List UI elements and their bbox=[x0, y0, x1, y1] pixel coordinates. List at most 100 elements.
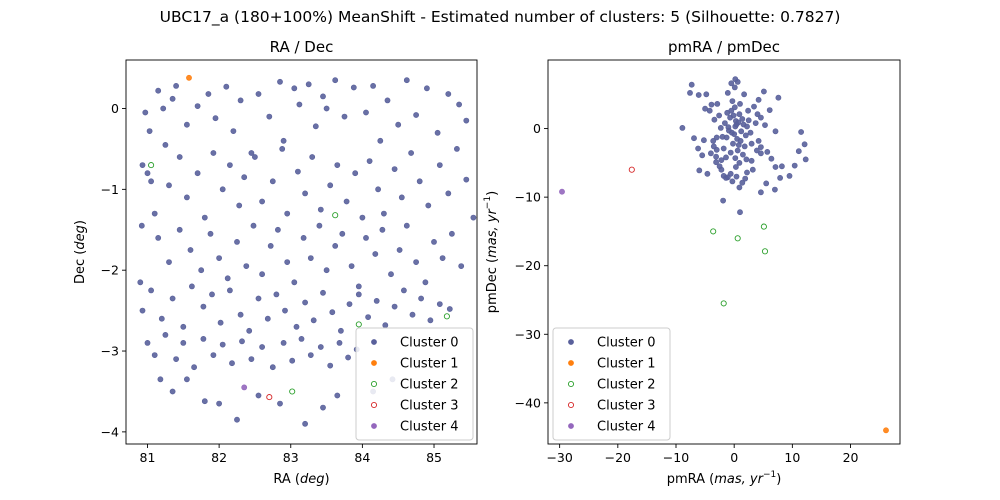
data-point bbox=[748, 140, 755, 147]
data-point bbox=[758, 114, 764, 121]
data-point bbox=[277, 400, 283, 407]
data-point bbox=[188, 283, 195, 290]
data-point bbox=[248, 356, 255, 362]
data-point bbox=[731, 104, 738, 111]
data-point bbox=[723, 154, 729, 161]
data-point bbox=[713, 134, 720, 141]
legend-label: Cluster 4 bbox=[400, 420, 459, 435]
legend-label: Cluster 3 bbox=[597, 399, 656, 414]
data-point bbox=[400, 287, 407, 294]
data-point bbox=[146, 128, 153, 134]
data-point bbox=[456, 101, 462, 108]
data-point bbox=[751, 103, 757, 110]
axes-frame bbox=[547, 59, 901, 445]
data-point bbox=[379, 226, 386, 233]
data-point bbox=[337, 327, 344, 334]
data-point bbox=[413, 259, 419, 265]
data-point bbox=[332, 212, 339, 219]
data-point bbox=[772, 186, 778, 193]
legend-label: Cluster 1 bbox=[400, 357, 459, 372]
data-point bbox=[762, 122, 768, 128]
data-point bbox=[761, 88, 767, 95]
data-point bbox=[332, 242, 339, 249]
data-point bbox=[434, 129, 441, 136]
data-point bbox=[704, 170, 711, 177]
data-point bbox=[375, 186, 381, 193]
data-point bbox=[310, 317, 317, 324]
x-axis-label: pmRA (mas, yr−1) bbox=[667, 470, 782, 487]
data-point bbox=[736, 111, 743, 118]
data-point bbox=[739, 179, 746, 186]
data-point bbox=[463, 117, 470, 124]
data-point bbox=[291, 85, 298, 92]
data-point bbox=[209, 291, 215, 298]
data-point bbox=[691, 135, 697, 142]
data-point bbox=[716, 112, 722, 119]
data-point bbox=[744, 123, 750, 130]
x-tick-label: 20 bbox=[843, 450, 859, 465]
data-point bbox=[234, 416, 240, 423]
data-point bbox=[463, 176, 470, 183]
x-axis-label: RA (deg) bbox=[273, 472, 329, 487]
data-point bbox=[745, 117, 752, 124]
data-point bbox=[448, 230, 455, 237]
data-point bbox=[418, 295, 424, 302]
y-tick-label: −3 bbox=[101, 344, 119, 359]
data-point bbox=[148, 178, 154, 185]
data-point bbox=[139, 162, 146, 168]
legend-label: Cluster 2 bbox=[597, 378, 656, 393]
data-point bbox=[219, 186, 226, 193]
data-point bbox=[223, 83, 230, 90]
data-point bbox=[408, 150, 414, 156]
data-point bbox=[334, 392, 341, 399]
series-cluster-2 bbox=[710, 223, 769, 307]
legend-label: Cluster 4 bbox=[597, 420, 656, 435]
data-point bbox=[226, 162, 233, 168]
data-point bbox=[241, 384, 248, 391]
data-point bbox=[320, 93, 326, 100]
data-point bbox=[248, 150, 255, 156]
data-point bbox=[176, 226, 183, 233]
data-point bbox=[352, 170, 359, 177]
data-point bbox=[293, 323, 300, 330]
series-cluster-3 bbox=[266, 394, 273, 401]
data-point bbox=[198, 267, 205, 274]
data-point bbox=[186, 74, 192, 81]
data-point bbox=[679, 125, 686, 131]
data-point bbox=[332, 77, 339, 84]
data-point bbox=[334, 162, 341, 168]
data-point bbox=[289, 357, 296, 364]
data-point bbox=[169, 95, 176, 102]
data-point bbox=[720, 145, 727, 152]
x-tick-label: −30 bbox=[546, 450, 572, 465]
data-point bbox=[713, 153, 719, 160]
panel-ra-dec: RA / Dec 81 82 83 84 85 0 −1 −2 −3 −4 RA (deg) Dec (… bbox=[73, 38, 478, 487]
legend-marker bbox=[371, 423, 377, 429]
data-point bbox=[210, 352, 217, 358]
data-point bbox=[708, 150, 714, 157]
legend: Cluster 0 Cluster 1 Cluster 2 Cluster 3 Clus… bbox=[552, 327, 671, 441]
data-point bbox=[559, 188, 565, 195]
series-cluster-2 bbox=[148, 162, 450, 395]
data-point bbox=[359, 214, 366, 221]
data-point bbox=[719, 133, 726, 140]
data-point bbox=[396, 247, 403, 253]
data-point bbox=[239, 338, 245, 345]
data-point bbox=[298, 335, 305, 342]
data-point bbox=[728, 80, 735, 87]
data-point bbox=[158, 315, 165, 322]
data-point bbox=[142, 109, 149, 116]
data-point bbox=[355, 283, 362, 290]
data-point bbox=[427, 317, 434, 324]
legend-marker bbox=[568, 339, 574, 345]
data-point bbox=[280, 137, 287, 144]
data-point bbox=[710, 228, 717, 235]
data-point bbox=[749, 166, 756, 173]
data-point bbox=[366, 158, 373, 164]
data-point bbox=[236, 202, 243, 209]
data-point bbox=[217, 319, 224, 326]
data-point bbox=[795, 148, 802, 155]
legend-label: Cluster 0 bbox=[597, 336, 656, 351]
y-tick-label: −20 bbox=[515, 258, 541, 273]
y-axis-label: pmDec (mas, yr−1) bbox=[483, 191, 500, 313]
